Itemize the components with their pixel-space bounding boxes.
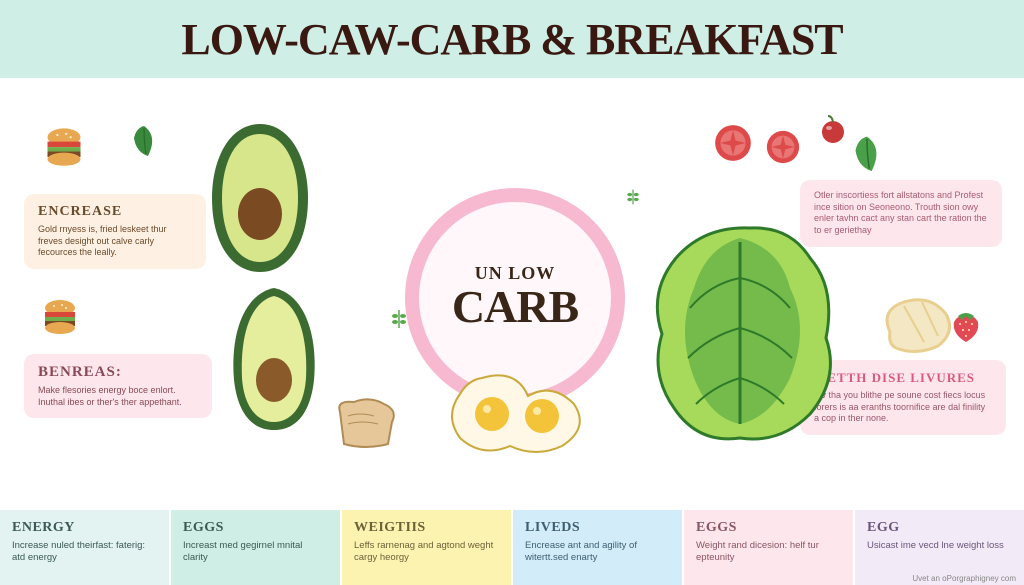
eggs-icon — [442, 368, 592, 458]
tomato-slice-icon — [764, 128, 802, 166]
tile-body: Usicast ime vecd lne weight loss — [867, 540, 1012, 552]
tile-title: LIVEDS — [525, 520, 670, 536]
avocado-half-icon — [200, 118, 320, 278]
potato-icon — [876, 292, 956, 356]
tile-body: Encrease ant and agility of witertt.sed … — [525, 540, 670, 564]
burger-icon — [40, 296, 80, 336]
burger-icon — [42, 124, 86, 168]
callout-body: Otler inscortiess fort allstatons and Pr… — [814, 190, 988, 237]
strawberry-icon — [948, 308, 984, 344]
spinach-icon — [844, 132, 890, 178]
herb-sprig-icon — [388, 308, 410, 330]
leaf-icon — [124, 122, 164, 162]
tile-title: EGGS — [696, 520, 841, 536]
tomato-slice-icon — [712, 122, 754, 164]
callout-1: BENREAS: Make flesories energy boce enlor… — [24, 354, 212, 418]
callout-0: ENCREASE Gold rnyess is, fried leskeet th… — [24, 194, 206, 269]
header-band: LOW-CAW-CARB & BREAKFAST — [0, 0, 1024, 78]
callout-body: Gold rnyess is, fried leskeet thur freve… — [38, 224, 192, 259]
center-badge-main: CARB — [452, 280, 578, 333]
main-area: ENCREASE Gold rnyess is, fried leskeet th… — [0, 78, 1024, 508]
bread-icon — [330, 396, 400, 450]
tile-title: WEIGTIIS — [354, 520, 499, 536]
tile-body: Increast med gegirnel mnital clarity — [183, 540, 328, 564]
bottom-tile-3: LIVEDS Encrease ant and agility of witert… — [513, 510, 684, 585]
lettuce-icon — [640, 218, 840, 448]
tile-title: EGG — [867, 520, 1012, 536]
callout-body: Fiv tha you blithe pe soune cost fiecs l… — [814, 390, 992, 425]
bottom-tile-2: WEIGTIIS Leffs rarnenag and agtond weght … — [342, 510, 513, 585]
bottom-tile-0: ENERGY Increase nuled theirfast: faterig:… — [0, 510, 171, 585]
callout-title: METTH DISE LIVURES — [814, 370, 992, 386]
watermark: Uvet an oPorgraphigney com — [912, 574, 1016, 583]
tile-title: ENERGY — [12, 520, 157, 536]
callout-title: BENREAS: — [38, 364, 198, 381]
tile-body: Weight rand dicesion: helf tur epteunity — [696, 540, 841, 564]
callout-body: Make flesories energy boce enlort. Inuth… — [38, 385, 198, 408]
bottom-tile-4: EGGS Weight rand dicesion: helf tur epteu… — [684, 510, 855, 585]
bottom-tile-1: EGGS Increast med gegirnel mnital clarity — [171, 510, 342, 585]
herb-sprig-icon — [624, 188, 642, 206]
avocado-slice-icon — [224, 284, 324, 434]
header-title: LOW-CAW-CARB & BREAKFAST — [181, 14, 842, 65]
tile-body: Leffs rarnenag and agtond weght cargy he… — [354, 540, 499, 564]
tile-body: Increase nuled theirfast: faterig: atd e… — [12, 540, 157, 564]
tile-title: EGGS — [183, 520, 328, 536]
callout-title: ENCREASE — [38, 204, 192, 220]
bottom-tiles: ENERGY Increase nuled theirfast: faterig:… — [0, 508, 1024, 585]
